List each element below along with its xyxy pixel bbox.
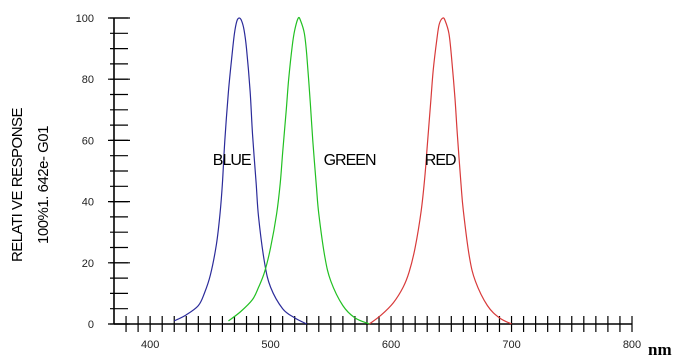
x-tick-label: 400 xyxy=(141,339,159,351)
x-tick-label: 500 xyxy=(261,339,279,351)
series-line-blue xyxy=(173,17,308,325)
series-label-green: GREEN xyxy=(324,152,376,169)
y-tick-label: 20 xyxy=(82,258,94,270)
y-tick-label: 80 xyxy=(82,74,94,86)
y-axis-sublabel: 100%⁡1. 642e- G01 xyxy=(35,126,52,244)
y-tick-label: 100 xyxy=(76,13,94,25)
series-line-red xyxy=(369,17,512,325)
series-label-blue: BLUE xyxy=(213,152,251,169)
curves xyxy=(173,16,512,325)
axes: 0 20 40 60 80 100 400 500 600 700 800 xyxy=(76,13,642,351)
x-axis-unit: nm xyxy=(648,340,672,356)
y-tick-label: 40 xyxy=(82,197,94,209)
x-tick-label: 800 xyxy=(623,339,641,351)
y-tick-label: 0 xyxy=(88,319,94,331)
y-axis-label: RELATI VE RESPONSE xyxy=(9,107,26,262)
x-tick-label: 700 xyxy=(502,339,520,351)
labels: BLUE GREEN RED xyxy=(213,152,457,169)
y-tick-label: 60 xyxy=(82,135,94,147)
series-line-green xyxy=(228,16,370,325)
x-tick-label: 600 xyxy=(382,339,400,351)
series-label-red: RED xyxy=(425,152,456,169)
